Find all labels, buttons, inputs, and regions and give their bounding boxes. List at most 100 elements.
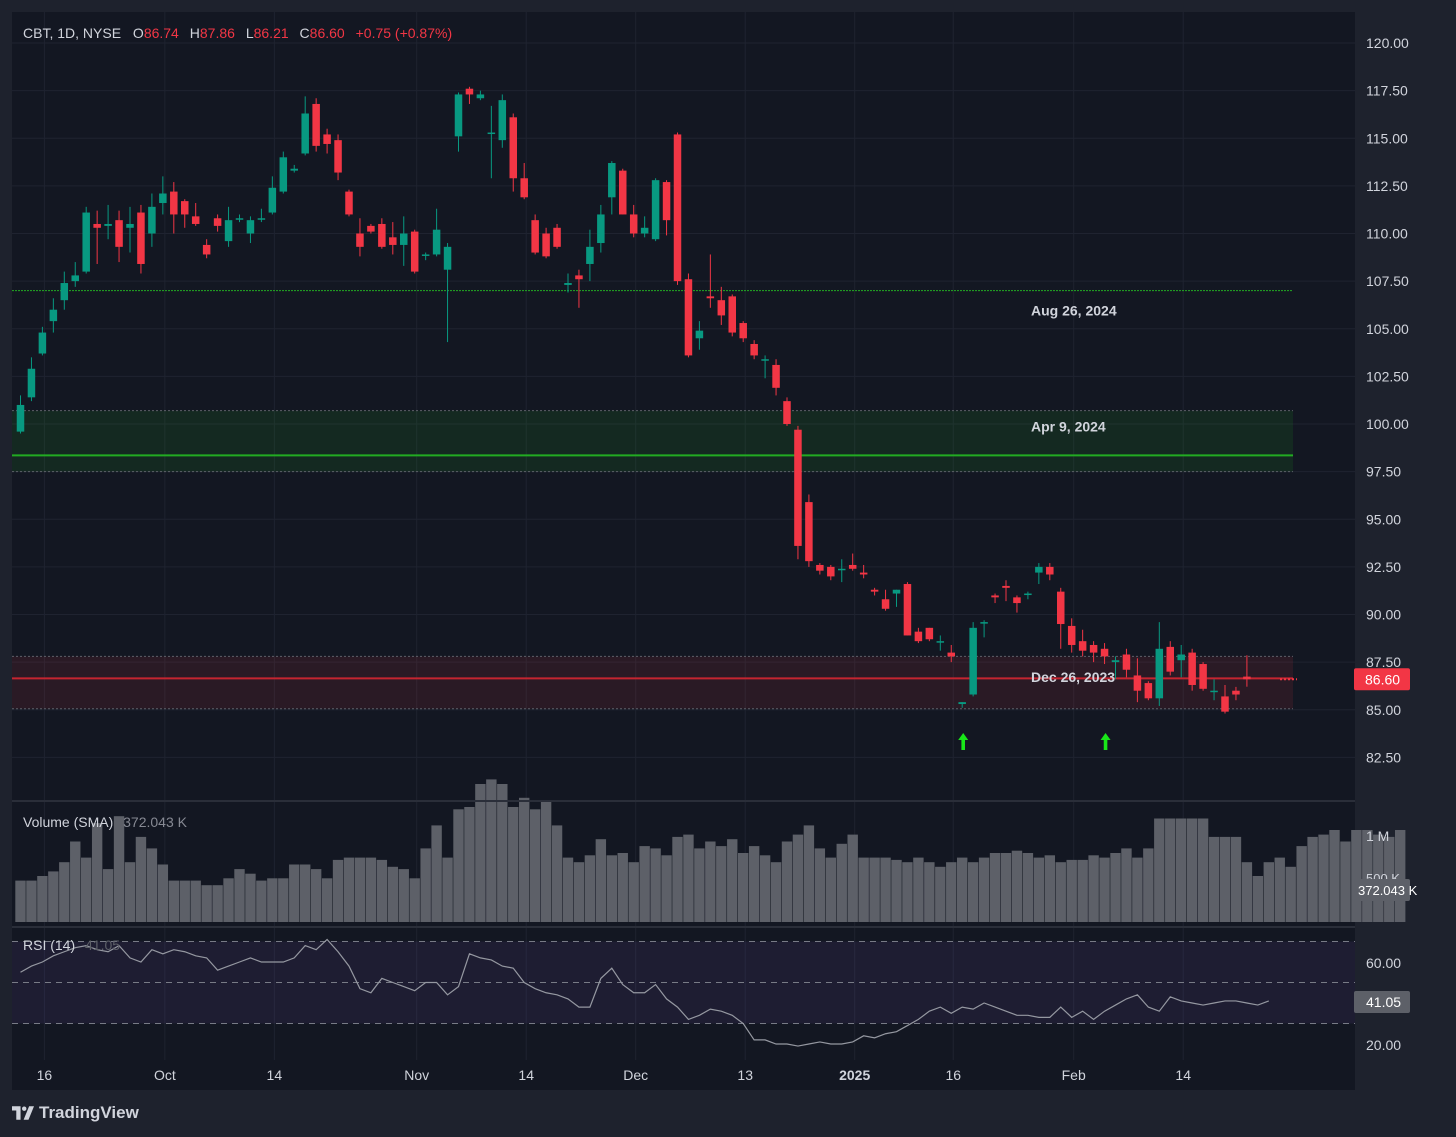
candle-body[interactable] (991, 595, 999, 598)
candle-body[interactable] (1144, 683, 1153, 699)
candle-body[interactable] (1078, 641, 1087, 651)
candle-body[interactable] (1210, 690, 1218, 693)
candle-body[interactable] (181, 201, 189, 215)
candle-body[interactable] (827, 566, 835, 577)
candle-body[interactable] (257, 218, 266, 220)
candle-body[interactable] (443, 246, 452, 270)
candle-body[interactable] (27, 368, 36, 398)
tradingview-logo[interactable]: TradingView (12, 1103, 139, 1123)
candle-body[interactable] (1111, 660, 1120, 663)
candle-body[interactable] (115, 220, 123, 247)
candle-body[interactable] (629, 214, 638, 234)
candle-body[interactable] (487, 132, 496, 135)
candle-body[interactable] (60, 283, 69, 301)
candle-body[interactable] (947, 652, 956, 657)
candle-body[interactable] (49, 309, 58, 322)
candle-body[interactable] (662, 182, 671, 221)
candle-body[interactable] (936, 641, 945, 643)
candle-body[interactable] (564, 283, 572, 285)
candle-body[interactable] (104, 223, 112, 226)
candle-body[interactable] (1013, 597, 1021, 604)
candle-body[interactable] (761, 359, 769, 361)
candle-body[interactable] (1122, 654, 1131, 670)
candle-body[interactable] (410, 231, 419, 272)
candle-body[interactable] (706, 296, 715, 299)
candle-body[interactable] (268, 187, 277, 213)
candle-body[interactable] (969, 627, 977, 695)
candle-body[interactable] (38, 332, 47, 354)
candle-body[interactable] (838, 568, 846, 571)
candle-body[interactable] (137, 212, 145, 264)
candle-body[interactable] (608, 163, 616, 198)
candle-body[interactable] (695, 330, 704, 339)
candle-body[interactable] (16, 404, 25, 432)
candle-body[interactable] (213, 218, 222, 226)
candle-body[interactable] (1002, 585, 1010, 588)
candle-body[interactable] (914, 631, 923, 642)
candle-body[interactable] (673, 134, 682, 282)
candle-body[interactable] (892, 589, 901, 594)
candle-body[interactable] (783, 401, 791, 424)
candle-body[interactable] (597, 214, 605, 244)
candle-body[interactable] (345, 191, 353, 215)
candle-body[interactable] (1188, 652, 1196, 685)
candle-body[interactable] (520, 178, 528, 198)
candle-body[interactable] (301, 113, 309, 154)
candle-body[interactable] (1046, 566, 1054, 575)
candle-body[interactable] (246, 220, 255, 234)
candle-body[interactable] (126, 223, 134, 228)
candle-body[interactable] (575, 275, 583, 280)
candle-body[interactable] (334, 140, 342, 173)
candle-body[interactable] (279, 157, 288, 192)
candle-body[interactable] (848, 564, 857, 569)
candle-body[interactable] (717, 300, 726, 316)
candle-body[interactable] (805, 502, 813, 562)
candle-body[interactable] (1221, 696, 1229, 712)
candle-body[interactable] (958, 702, 966, 705)
candle-body[interactable] (1177, 654, 1185, 661)
candle-body[interactable] (1133, 675, 1142, 691)
candle-body[interactable] (356, 233, 364, 247)
candle-body[interactable] (553, 227, 561, 247)
candle-body[interactable] (235, 218, 244, 220)
candle-body[interactable] (432, 229, 441, 255)
candle-body[interactable] (148, 206, 156, 234)
candle-body[interactable] (870, 589, 879, 592)
candle-body[interactable] (980, 622, 988, 624)
candle-body[interactable] (224, 220, 233, 242)
candle-body[interactable] (750, 343, 758, 356)
candle-body[interactable] (465, 88, 474, 95)
candle-body[interactable] (794, 429, 802, 546)
candle-body[interactable] (619, 170, 627, 215)
candle-body[interactable] (82, 212, 90, 272)
candle-body[interactable] (816, 564, 824, 571)
candle-body[interactable] (728, 296, 737, 333)
candle-body[interactable] (454, 94, 463, 137)
candle-body[interactable] (378, 223, 386, 247)
candle-body[interactable] (640, 227, 649, 234)
candle-body[interactable] (498, 100, 507, 141)
candle-body[interactable] (531, 220, 539, 253)
candle-body[interactable] (1243, 676, 1251, 680)
candlestick-series[interactable] (16, 86, 1251, 714)
candle-body[interactable] (290, 168, 299, 171)
candle-body[interactable] (1024, 593, 1032, 596)
candle-body[interactable] (772, 364, 780, 388)
candle-body[interactable] (542, 233, 550, 257)
candle-body[interactable] (903, 584, 912, 636)
candle-body[interactable] (312, 103, 320, 146)
candle-body[interactable] (202, 244, 211, 255)
candle-body[interactable] (739, 323, 747, 339)
candle-body[interactable] (191, 216, 200, 224)
candle-body[interactable] (421, 254, 430, 256)
candle-body[interactable] (1155, 648, 1164, 699)
candle-body[interactable] (367, 225, 375, 232)
candle-body[interactable] (1067, 625, 1076, 645)
candle-body[interactable] (684, 279, 693, 356)
candle-body[interactable] (1100, 648, 1109, 657)
candle-body[interactable] (1057, 591, 1065, 625)
candle-body[interactable] (881, 599, 890, 609)
candle-body[interactable] (1199, 664, 1207, 689)
candle-body[interactable] (925, 627, 934, 640)
candle-body[interactable] (1232, 690, 1240, 695)
